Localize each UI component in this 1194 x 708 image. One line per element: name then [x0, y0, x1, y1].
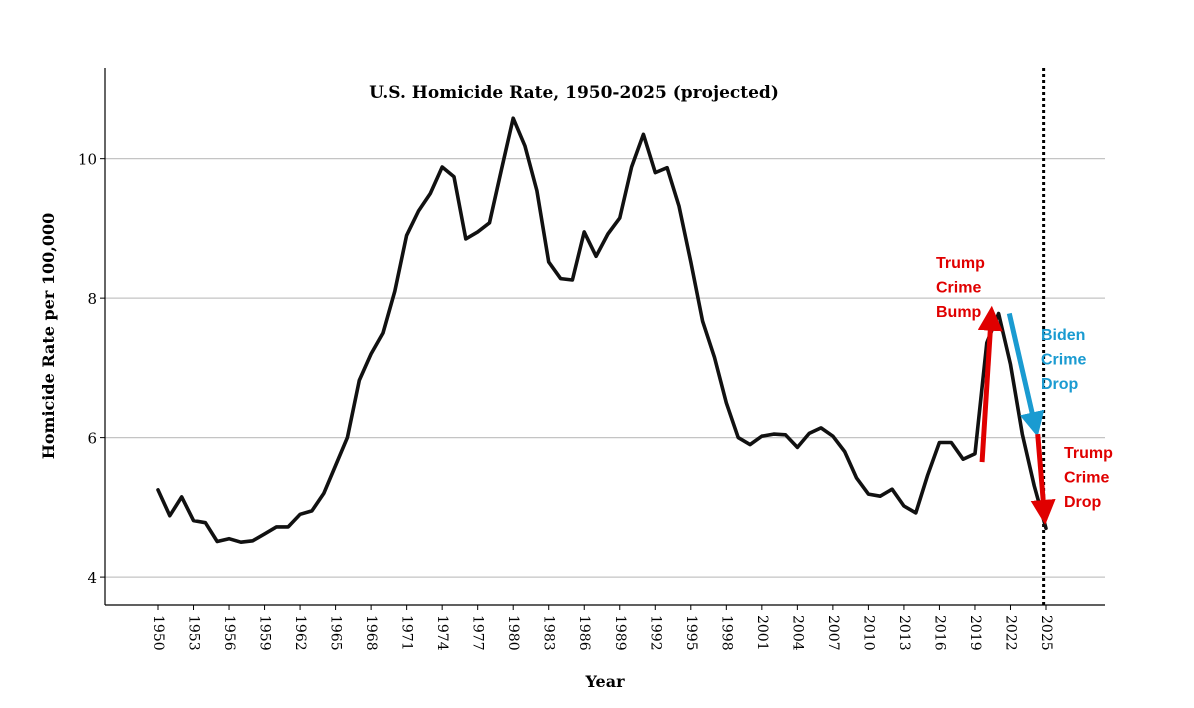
x-tick-label-1956: 1956 [221, 615, 237, 651]
x-tick-label-1962: 1962 [292, 615, 308, 651]
x-tick-label-1953: 1953 [186, 615, 202, 651]
x-tick-label-2007: 2007 [825, 615, 841, 651]
x-tick-label-1992: 1992 [647, 615, 663, 651]
x-tick-label-1971: 1971 [399, 615, 415, 651]
annotation-arrow-1 [1006, 312, 1045, 437]
x-tick-label-1965: 1965 [328, 615, 344, 651]
gridlines [105, 158, 1105, 578]
x-tick-label-2025: 2025 [1038, 615, 1054, 651]
x-tick-label-2013: 2013 [896, 615, 912, 651]
x-tick-label-2010: 2010 [860, 615, 876, 651]
x-tick-label-1968: 1968 [363, 615, 379, 651]
x-tick-label-2022: 2022 [1002, 615, 1018, 651]
x-tick-label-1980: 1980 [505, 615, 521, 651]
annotation-arrow-2 [1030, 433, 1056, 525]
biden-crime-drop-label: Biden Crime Drop [1041, 327, 1091, 393]
x-tick-label-1983: 1983 [541, 615, 557, 651]
y-axis-ticks: 4 6 8 10 [78, 151, 105, 587]
x-tick-label-2019: 2019 [967, 615, 983, 651]
x-tick-label-2016: 2016 [931, 615, 947, 651]
x-tick-label-1974: 1974 [434, 615, 450, 651]
x-tick-label-2001: 2001 [754, 615, 770, 651]
y-tick-label-6: 6 [87, 430, 97, 448]
y-tick-label-10: 10 [78, 151, 97, 169]
trump-crime-drop-label: Trump Crime Drop [1064, 445, 1117, 511]
homicide-rate-series-line [156, 116, 1048, 544]
y-tick-label-4: 4 [87, 569, 97, 587]
x-tick-label-1959: 1959 [257, 615, 273, 651]
x-axis-label: Year [584, 672, 625, 691]
trump-crime-bump-label: Trump Crime Bump [936, 255, 989, 321]
x-tick-label-1989: 1989 [612, 615, 628, 651]
x-tick-label-1995: 1995 [683, 615, 699, 651]
x-tick-label-2004: 2004 [789, 615, 805, 651]
x-axis-ticks: 1950 1953 1956 1959 1962 1965 1968 1971 1974 1977… [150, 605, 1054, 651]
y-axis-label: Homicide Rate per 100,000 [39, 213, 58, 459]
annotation-arrow-0 [977, 305, 1003, 463]
chart-title: U.S. Homicide Rate, 1950-2025 (projected… [369, 83, 779, 103]
x-tick-label-1977: 1977 [470, 615, 486, 651]
annotation-arrows [977, 305, 1056, 525]
y-tick-label-8: 8 [87, 290, 97, 308]
x-tick-label-1998: 1998 [718, 615, 734, 651]
x-tick-label-1950: 1950 [150, 615, 166, 651]
x-tick-label-1986: 1986 [576, 615, 592, 651]
